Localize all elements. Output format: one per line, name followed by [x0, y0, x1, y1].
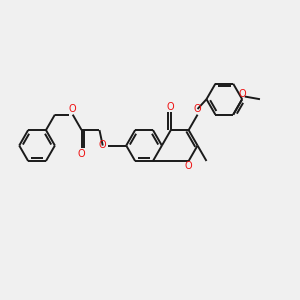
Text: O: O [239, 88, 247, 99]
Text: O: O [185, 161, 193, 171]
Text: O: O [69, 104, 76, 114]
Text: O: O [167, 102, 175, 112]
Text: O: O [78, 148, 86, 159]
Text: O: O [194, 104, 201, 114]
Text: O: O [99, 140, 106, 150]
